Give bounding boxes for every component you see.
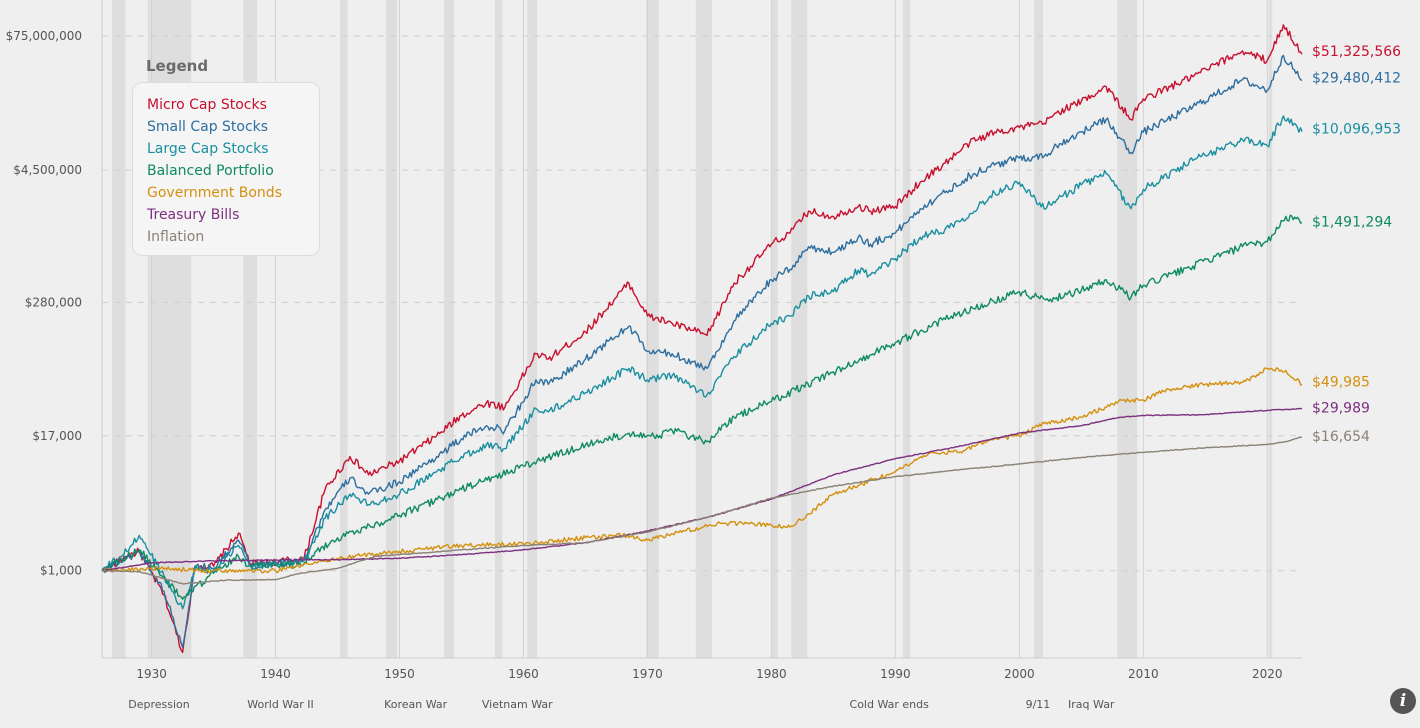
legend-item[interactable]: Balanced Portfolio: [147, 163, 274, 179]
legend-item[interactable]: Small Cap Stocks: [147, 119, 269, 135]
x-tick-label: 1980: [756, 667, 787, 681]
series-line: [101, 115, 1303, 610]
event-labels: Depression World War II Korean War Vietnam …: [128, 698, 1115, 711]
event-label: Depression: [128, 698, 190, 711]
recession-band: [1034, 0, 1043, 658]
y-tick-label: $17,000: [32, 429, 82, 443]
x-tick-label: 1930: [136, 667, 167, 681]
x-tick-label: 1950: [384, 667, 415, 681]
x-tick-label: 1990: [880, 667, 911, 681]
recession-band: [771, 0, 778, 658]
series-end-label: $29,480,412: [1312, 71, 1401, 87]
end-labels: $51,325,566 $29,480,412 $10,096,953 $1,491,…: [1312, 44, 1401, 445]
recession-band: [340, 0, 348, 658]
x-tick-label: 2000: [1004, 667, 1035, 681]
recession-band: [902, 0, 911, 658]
recession-band: [111, 0, 126, 658]
event-label: Iraq War: [1068, 698, 1115, 711]
series-line: [101, 24, 1303, 654]
y-tick-label: $1,000: [40, 564, 82, 578]
recession-band: [385, 0, 398, 658]
series-end-label: $10,096,953: [1312, 122, 1401, 138]
event-label: World War II: [247, 698, 313, 711]
series-line: [101, 436, 1303, 585]
series-end-label: $49,985: [1312, 374, 1370, 390]
event-label: Cold War ends: [850, 698, 930, 711]
y-axis: $75,000,000 $4,500,000 $280,000 $17,000 $1,0…: [6, 29, 82, 578]
legend-item[interactable]: Micro Cap Stocks: [147, 97, 267, 113]
info-icon[interactable]: i: [1390, 688, 1416, 714]
event-label: 9/11: [1026, 698, 1051, 711]
recession-band: [1117, 0, 1138, 658]
recession-band: [527, 0, 538, 658]
x-tick-label: 2010: [1128, 667, 1159, 681]
series-end-label: $16,654: [1312, 429, 1370, 445]
recession-band: [791, 0, 808, 658]
legend-item[interactable]: Inflation: [147, 229, 205, 245]
x-tick-label: 1960: [508, 667, 539, 681]
series-end-label: $51,325,566: [1312, 44, 1401, 60]
x-tick-label: 2020: [1252, 667, 1283, 681]
x-tick-label: 1940: [260, 667, 291, 681]
x-tick-label: 1970: [632, 667, 663, 681]
y-tick-label: $4,500,000: [13, 163, 82, 177]
series-line: [101, 367, 1303, 574]
series-line: [101, 214, 1303, 600]
legend-items: Micro Cap Stocks Small Cap Stocks Large Ca…: [147, 94, 305, 248]
x-axis: 1930 1940 1950 1960 1970 1980 1990 2000 2010 2020: [136, 667, 1282, 681]
recession-band: [494, 0, 503, 658]
legend-box: Micro Cap Stocks Small Cap Stocks Large Ca…: [132, 82, 320, 256]
series-end-label: $1,491,294: [1312, 215, 1392, 231]
legend-item[interactable]: Government Bonds: [147, 185, 282, 201]
event-label: Korean War: [384, 698, 448, 711]
legend-item[interactable]: Treasury Bills: [147, 207, 240, 223]
recession-band: [646, 0, 659, 658]
y-tick-label: $280,000: [25, 295, 82, 309]
event-label: Vietnam War: [482, 698, 553, 711]
series-lines: [101, 24, 1303, 654]
recession-band: [1268, 0, 1273, 658]
series-end-label: $29,989: [1312, 401, 1370, 417]
y-tick-label: $75,000,000: [6, 29, 82, 43]
legend-item[interactable]: Large Cap Stocks: [147, 141, 269, 157]
recession-band: [695, 0, 712, 658]
recession-band: [444, 0, 455, 658]
grid: [101, 0, 1302, 659]
legend-title: Legend: [146, 57, 209, 75]
